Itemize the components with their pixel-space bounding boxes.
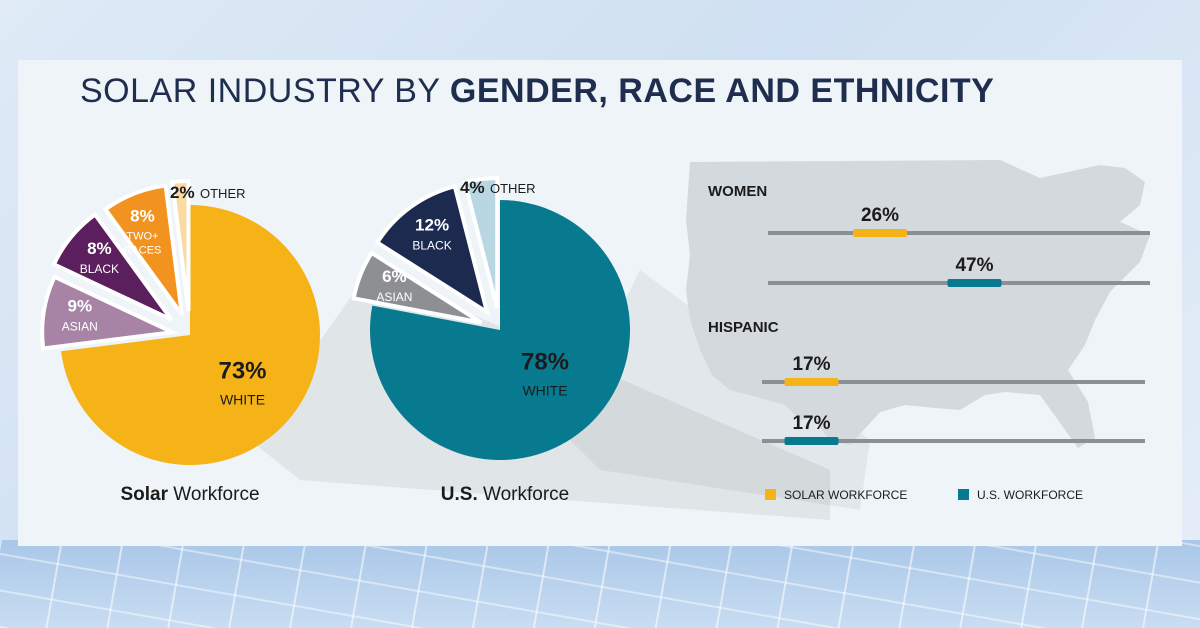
pie-slice-asian: 9% ASIAN <box>40 274 180 351</box>
pie-slice-label: BLACK <box>412 238 451 252</box>
pie-slice-white: 73% WHITE <box>61 205 321 465</box>
bar-marker <box>784 437 839 445</box>
pie-shadow <box>560 270 870 510</box>
bar-value-label: 47% <box>955 255 993 276</box>
pie-slice-other: 2% OTHER <box>169 179 246 312</box>
pie-slice-label: BLACK <box>80 262 119 276</box>
pie-slice-black: 8% BLACK <box>51 211 174 322</box>
bar-marker <box>784 378 839 386</box>
pie-slice-label: WHITE <box>220 392 265 408</box>
bar-track <box>762 380 1145 384</box>
pie-slice-percent: 2% <box>170 183 195 202</box>
pie-caption-bold: Solar <box>120 484 173 505</box>
bar-group-label: HISPANIC <box>708 319 779 336</box>
pie-slice-label: ASIAN <box>376 290 412 304</box>
page-title: SOLAR INDUSTRY BY GENDER, RACE AND ETHNI… <box>80 72 1180 122</box>
bar-value-label: 17% <box>792 413 830 434</box>
bar-track <box>768 231 1150 235</box>
pie-slice-shape <box>102 183 184 316</box>
solar-panel-background <box>0 540 1200 628</box>
pie-slice-label: OTHER <box>200 186 246 201</box>
pie-slice-percent: 78% <box>521 348 569 375</box>
legend-swatch <box>958 489 969 500</box>
bar-value-label: 26% <box>861 205 899 226</box>
legend-label: U.S. WORKFORCE <box>977 488 1083 502</box>
pie-slice-asian: 6% ASIAN <box>351 250 483 325</box>
bar-track <box>762 439 1145 443</box>
pie-caption-rest: Workforce <box>483 484 569 505</box>
pie-slice-label: RACES <box>123 245 161 257</box>
pie-slice-two-plus-races: 8% TWO+ RACES <box>102 183 184 316</box>
bar-value-label: 17% <box>792 354 830 375</box>
pie-slice-shape <box>351 250 483 325</box>
bar-group-label: WOMEN <box>708 183 767 200</box>
pie-slice-label: OTHER <box>490 181 536 196</box>
chart-legend: SOLAR WORKFORCE U.S. WORKFORCE <box>765 488 1083 502</box>
pie-slice-percent: 12% <box>415 215 449 234</box>
pie-slice-shape <box>369 200 630 461</box>
solar-workforce-pie: 73% WHITE 9% ASIAN 8% BLACK 8% TWO+ RACES 2% OTHER… <box>40 179 321 505</box>
us-workforce-pie: 78% WHITE 6% ASIAN 12% BLACK 4% OTHER U.S. Workf… <box>351 176 630 505</box>
pie-caption: U.S. Workforce <box>441 484 569 505</box>
pie-slice-percent: 8% <box>130 207 155 226</box>
pie-slice-percent: 73% <box>218 358 266 385</box>
title-bold: GENDER, RACE AND ETHNICITY <box>449 72 995 110</box>
legend-label: SOLAR WORKFORCE <box>784 488 907 502</box>
legend-swatch <box>765 489 776 500</box>
pie-slice-label: WHITE <box>522 382 567 398</box>
pie-slice-other: 4% OTHER <box>460 176 536 309</box>
pie-caption-rest: Workforce <box>173 484 259 505</box>
pie-slice-percent: 4% <box>460 178 485 197</box>
title-light: SOLAR INDUSTRY BY <box>80 72 440 110</box>
pie-caption: Solar Workforce <box>120 484 259 505</box>
pie-slice-percent: 8% <box>87 239 112 258</box>
pie-slice-shape <box>374 183 491 317</box>
pie-slice-shape <box>169 179 191 312</box>
pie-slice-percent: 9% <box>67 297 92 316</box>
pie-slice-shape <box>462 176 500 309</box>
bar-comparison: WOMEN 26% 47% HISPANIC 17% 17% <box>708 183 1150 445</box>
pie-caption-bold: U.S. <box>441 484 483 505</box>
bar-marker <box>853 229 907 237</box>
pie-slice-label: ASIAN <box>62 320 98 334</box>
pie-slice-shape <box>51 211 174 322</box>
pie-slice-shape <box>61 205 321 465</box>
pie-slice-percent: 6% <box>382 267 407 286</box>
pie-slice-black: 12% BLACK <box>374 183 491 317</box>
bar-marker <box>947 279 1002 287</box>
pie-slice-label: TWO+ <box>126 231 158 243</box>
pie-slice-shape <box>40 274 180 351</box>
pie-slice-white: 78% WHITE <box>369 200 630 461</box>
